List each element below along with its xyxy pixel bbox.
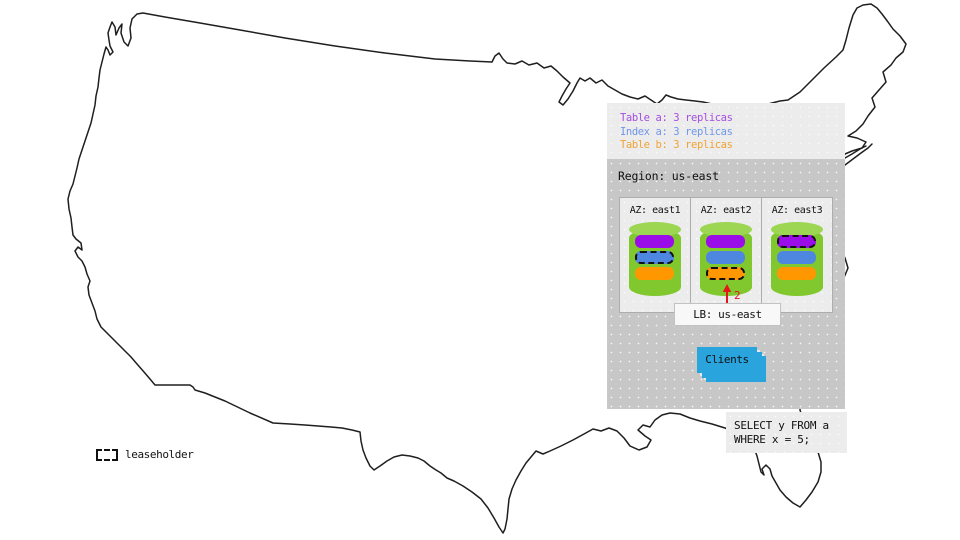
clients-stack: Clients — [697, 347, 766, 382]
us-outline-path — [67, 3, 907, 534]
legend-item-table-a: Table a: 3 replicas — [620, 112, 733, 124]
az-label: AZ: east1 — [629, 205, 681, 216]
load-balancer-box: LB: us-east — [674, 303, 781, 326]
az-label: AZ: east2 — [700, 205, 752, 216]
replica-legend: Table a: 3 replicas Index a: 3 replicas … — [607, 103, 845, 153]
replica-bar-index-a — [635, 251, 674, 264]
replica-bar-table-a — [635, 235, 674, 248]
query-route-arrow-icon — [722, 284, 732, 304]
region-box: Region: us-east AZ: east1 AZ: east2 — [607, 159, 845, 409]
replica-bar-table-b — [777, 267, 816, 280]
region-panel: Table a: 3 replicas Index a: 3 replicas … — [607, 103, 845, 409]
cylinder-top — [700, 222, 752, 237]
sql-line: WHERE x = 5; — [734, 433, 810, 446]
replica-bar-table-a — [706, 235, 745, 248]
arrow-step-label: 2 — [734, 289, 741, 302]
replica-bar-table-a — [777, 235, 816, 248]
legend-item-table-b: Table b: 3 replicas — [620, 139, 733, 151]
replica-bar-index-a — [777, 251, 816, 264]
replica-bar-index-a — [706, 251, 745, 264]
leaseholder-key: leaseholder — [96, 448, 194, 461]
az-container: AZ: east1 AZ: east2 — [619, 197, 833, 313]
sql-query-box: SELECT y FROM a WHERE x = 5; — [726, 412, 847, 453]
database-cylinder-icon — [700, 222, 752, 296]
replica-bar-table-b — [635, 267, 674, 280]
cylinder-top — [629, 222, 681, 237]
az-label: AZ: east3 — [771, 205, 823, 216]
cylinder-top — [771, 222, 823, 237]
database-cylinder-icon — [771, 222, 823, 296]
az-east3: AZ: east3 — [761, 198, 832, 312]
az-east2: AZ: east2 — [690, 198, 761, 312]
long-island-path — [844, 143, 873, 166]
region-title: Region: us-east — [618, 169, 719, 183]
az-east1: AZ: east1 — [620, 198, 690, 312]
replica-bar-table-b — [706, 267, 745, 280]
clients-box: Clients — [697, 347, 757, 373]
legend-item-index-a: Index a: 3 replicas — [620, 125, 733, 138]
leaseholder-key-label: leaseholder — [125, 448, 194, 461]
sql-line: SELECT y FROM a — [734, 419, 829, 432]
leaseholder-dashed-box-icon — [96, 448, 118, 461]
database-cylinder-icon — [629, 222, 681, 296]
